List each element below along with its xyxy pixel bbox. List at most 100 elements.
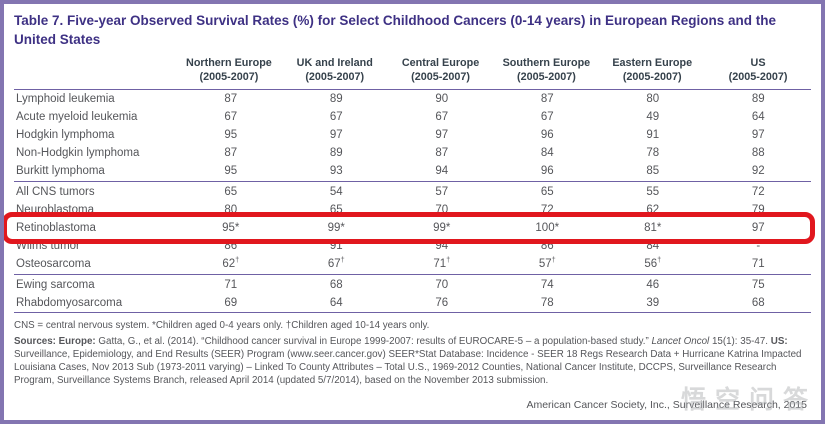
cell-value: 97 [751,222,765,235]
cell-value: 62† [222,257,240,271]
group-divider [14,181,811,183]
cell-value: 95 [224,129,238,142]
cell-value: 86 [540,240,554,253]
cell-value: 80 [646,93,660,106]
cell-value: 72 [751,186,765,199]
row-label: Retinoblastoma [16,222,96,235]
row-label: Rhabdomyosarcoma [16,297,123,310]
cell-value: 67 [540,111,554,124]
sources-segment: Surveillance, Epidemiology, and End Resu… [14,349,802,387]
dagger-marker: † [446,257,451,265]
cell-value: 69 [224,297,238,310]
cell-value: 81* [644,222,662,235]
cell-value: 97 [435,129,449,142]
sources-segment: Sources: Europe: [14,336,99,348]
cell-value: 56† [644,257,662,271]
column-header-region: US [750,57,766,70]
group-divider [14,274,811,276]
cell-value: 85 [646,165,660,178]
cell-value: 87 [435,147,449,160]
cell-value: 67† [327,257,345,271]
table-row: Retinoblastoma 95* 99* 99* 100* 81* 97 [4,212,815,245]
dagger-marker: † [235,257,240,265]
cell-value: 65 [329,204,343,217]
cell-value: 96 [540,129,554,142]
table-row: Burkitt lymphoma 95 93 94 96 85 92 [14,162,811,180]
row-label: Wilms tumor [16,240,80,253]
table-row: Hodgkin lymphoma 95 97 97 96 91 97 [14,126,811,144]
cell-value: 72 [540,204,554,217]
row-label: Burkitt lymphoma [16,165,105,178]
sources-text: Sources: Europe: Gatta, G., et al. (2014… [14,335,811,387]
cell-value: 89 [329,93,343,106]
column-header-period: (2005-2007) [305,71,365,84]
dagger-marker: † [551,257,556,265]
cell-value: 92 [751,165,765,178]
column-header-region: Eastern Europe [612,57,693,70]
table-header-row: Northern Europe (2005-2007) UK and Ireland… [14,53,811,89]
column-header-period: (2005-2007) [199,71,259,84]
cell-value: 57† [538,257,556,271]
credit-text: American Cancer Society, Inc., Surveilla… [526,399,807,411]
survival-table: Northern Europe (2005-2007) UK and Ireland… [4,53,815,314]
table-row: Lymphoid leukemia 87 89 90 87 80 89 [14,90,811,108]
column-header-period: (2005-2007) [622,71,682,84]
cell-value: 54 [329,186,343,199]
cell-value: 67 [224,111,238,124]
header-rule [14,89,811,91]
table-title: Table 7. Five-year Observed Survival Rat… [14,13,776,48]
cell-value: 78 [540,297,554,310]
sources-segment: Lancet Oncol [651,336,710,348]
cell-value: 78 [646,147,660,160]
cell-value: 94 [435,240,449,253]
cell-value: 95* [222,222,240,235]
cell-value: 76 [435,297,449,310]
cell-value: 62 [646,204,660,217]
cell-value: 71† [433,257,451,271]
cell-value: 97 [751,129,765,142]
table-row: Osteosarcoma 62† 67† 71† 57† 56† 71 [14,255,811,273]
table-row: All CNS tumors 65 54 57 65 55 72 [14,183,811,201]
cell-value: 74 [540,279,554,292]
cell-value: 88 [751,147,765,160]
row-label: Neuroblastoma [16,204,94,217]
cell-value: 99* [433,222,451,235]
cell-value: 97 [329,129,343,142]
cell-value: 80 [224,204,238,217]
cell-value: 75 [751,279,765,292]
cell-value: 96 [540,165,554,178]
table-body: Lymphoid leukemia 87 89 90 87 80 89 Acute myelo… [4,90,815,312]
sources-segment: US: [770,336,788,348]
cell-value: 57 [435,186,449,199]
cell-value: 70 [435,279,449,292]
cell-value: 79 [751,204,765,217]
row-label: Lymphoid leukemia [16,93,115,106]
cell-value: 39 [646,297,660,310]
column-header: Southern Europe (2005-2007) [493,53,599,89]
cell-value: 86 [224,240,238,253]
column-header-region: UK and Ireland [296,57,373,70]
table-row: Rhabdomyosarcoma 69 64 76 78 39 68 [14,294,811,312]
column-header: Northern Europe (2005-2007) [176,53,282,89]
table-row: Non-Hodgkin lymphoma 87 89 87 84 78 88 [14,144,811,162]
sources-segment: 15(1): 35-47. [709,336,771,348]
cell-value: 91 [646,129,660,142]
column-header: Eastern Europe (2005-2007) [599,53,705,89]
cell-value: 89 [329,147,343,160]
row-label: Hodgkin lymphoma [16,129,115,142]
table-row: Acute myeloid leukemia 67 67 67 67 49 64 [14,108,811,126]
sources-segment: Gatta, G., et al. (2014). “Childhood can… [98,336,652,348]
cell-value: 65 [224,186,238,199]
cell-value: 71 [751,258,765,271]
column-header: US (2005-2007) [705,53,811,89]
column-header-period: (2005-2007) [411,71,470,84]
cell-value: 55 [646,186,660,199]
cell-value: 49 [646,111,660,124]
column-header-period: (2005-2007) [516,71,576,84]
dagger-marker: † [657,257,662,265]
column-header-region: Northern Europe [186,57,272,70]
table-bottom-rule [14,312,811,314]
cell-value: 46 [646,279,660,292]
table-row: Ewing sarcoma 71 68 70 74 46 75 [14,276,811,294]
